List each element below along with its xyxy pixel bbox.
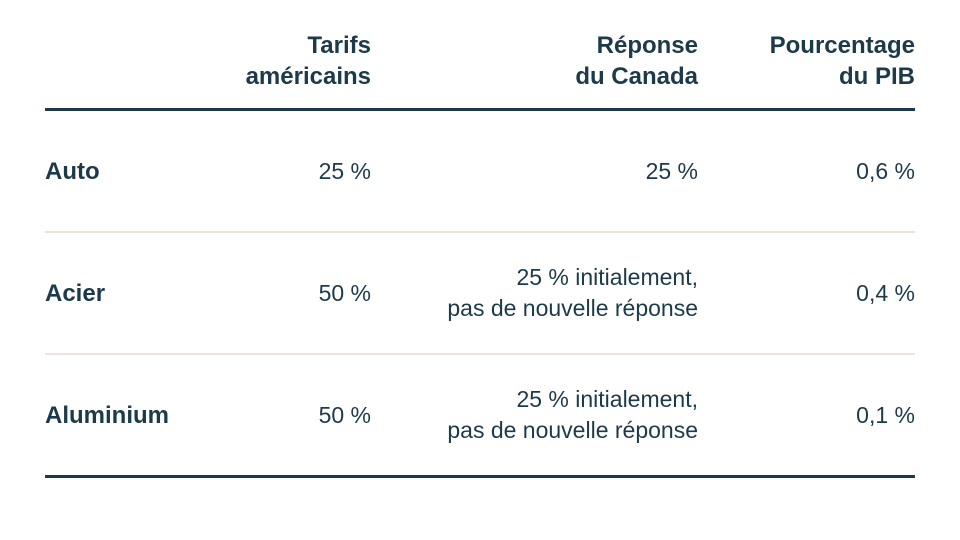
canada-response: 25 % initialement, pas de nouvelle répon… [371, 354, 698, 478]
canada-response: 25 % initialement, pas de nouvelle répon… [371, 232, 698, 355]
tariff-value: 50 % [195, 232, 371, 355]
gdp-share: 0,1 % [698, 354, 915, 478]
row-label: Aluminium [45, 354, 195, 478]
row-label: Auto [45, 109, 195, 233]
header-reponse-canada: Réponse du Canada [371, 30, 698, 111]
table-row-auto: Auto 25 % 25 % 0,6 % [45, 109, 915, 233]
gdp-share: 0,4 % [698, 232, 915, 355]
header-pourcentage-pib: Pourcentage du PIB [698, 30, 915, 111]
row-label: Acier [45, 232, 195, 355]
canada-response: 25 % [371, 109, 698, 233]
table-body: Auto 25 % 25 % 0,6 % Acier 50 % 25 % ini… [45, 109, 915, 478]
table-header: Tarifs américains Réponse du Canada Pour… [45, 30, 915, 111]
tariffs-table-wrap: Tarifs américains Réponse du Canada Pour… [45, 30, 915, 478]
header-empty [45, 30, 195, 111]
tariff-value: 50 % [195, 354, 371, 478]
tariffs-table: Tarifs américains Réponse du Canada Pour… [45, 30, 915, 478]
gdp-share: 0,6 % [698, 109, 915, 233]
table-row-acier: Acier 50 % 25 % initialement, pas de nou… [45, 232, 915, 355]
tariff-value: 25 % [195, 109, 371, 233]
header-row: Tarifs américains Réponse du Canada Pour… [45, 30, 915, 111]
table-row-aluminium: Aluminium 50 % 25 % initialement, pas de… [45, 354, 915, 478]
header-tarifs-americains: Tarifs américains [195, 30, 371, 111]
